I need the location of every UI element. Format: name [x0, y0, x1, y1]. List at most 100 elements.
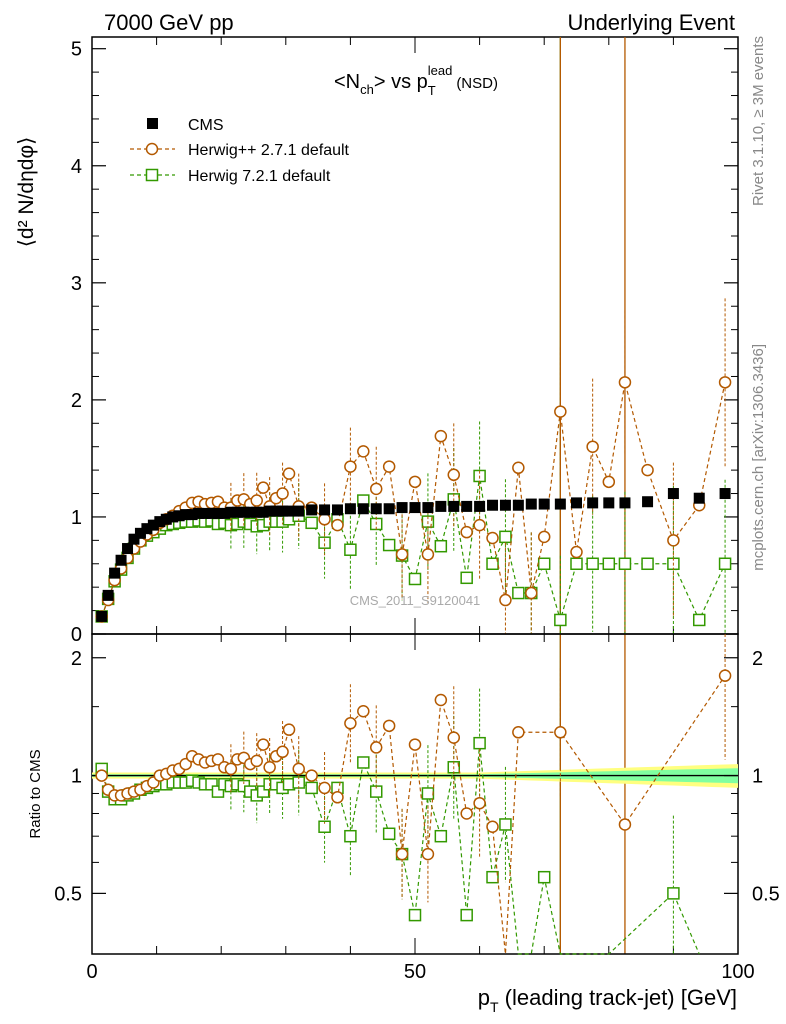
- data-point: [499, 499, 511, 511]
- data-point: [331, 504, 343, 516]
- data-point: [422, 502, 434, 514]
- data-point: [641, 463, 654, 477]
- data-point: [276, 745, 289, 759]
- data-point: [570, 545, 583, 559]
- header-left: 7000 GeV pp: [104, 10, 234, 35]
- y-tick-label-main: 5: [71, 39, 82, 61]
- data-point: [618, 557, 632, 571]
- data-point: [434, 693, 448, 707]
- data-point: [499, 593, 512, 607]
- data-point: [473, 796, 486, 810]
- data-point: [270, 505, 282, 517]
- main-ylabel: ⟨d² N/dηdφ⟩: [15, 137, 38, 248]
- ratio-frame: [91, 633, 739, 955]
- data-point: [396, 502, 408, 514]
- data-point: [122, 543, 134, 555]
- data-point: [331, 518, 344, 532]
- data-point: [667, 887, 680, 900]
- data-point: [212, 507, 224, 519]
- data-point: [461, 500, 473, 512]
- data-point: [434, 829, 448, 843]
- data-point: [305, 769, 318, 782]
- legend-label-herwig7: Herwig 7.2.1 default: [188, 168, 331, 185]
- data-point: [618, 818, 632, 831]
- data-point: [134, 527, 146, 539]
- data-point: [667, 534, 680, 547]
- title-part-b-sub: T: [428, 83, 436, 98]
- y-tick-label-main: 3: [71, 273, 82, 295]
- data-point: [603, 497, 615, 509]
- data-point: [537, 530, 551, 544]
- data-point: [718, 669, 732, 682]
- data-point: [421, 847, 435, 861]
- data-point: [586, 557, 599, 571]
- data-point: [512, 461, 525, 475]
- data-point: [554, 498, 566, 510]
- legend-entry-herwigpp: Herwig++ 2.7.1 default: [130, 142, 350, 159]
- data-point: [180, 509, 192, 521]
- xlabel-part-a: p: [478, 985, 490, 1010]
- y-tick-label-main: 2: [71, 390, 82, 412]
- data-point: [395, 847, 409, 861]
- data-point: [554, 726, 567, 739]
- data-point: [173, 510, 185, 522]
- title-part-a-sub: ch: [360, 82, 374, 97]
- data-point: [344, 543, 357, 556]
- data-point: [486, 531, 499, 545]
- data-point: [305, 781, 318, 795]
- data-point: [305, 516, 318, 530]
- data-point: [357, 704, 370, 718]
- legend-marker-cms: [147, 118, 158, 129]
- data-point: [211, 753, 225, 766]
- data-point: [383, 503, 395, 515]
- data-point: [382, 538, 396, 552]
- data-point: [447, 468, 461, 482]
- side-text-rivet: Rivet 3.1.10, ≥ 3M events: [750, 36, 767, 206]
- y-tick-label-ratio: 2: [71, 648, 82, 670]
- legend-label-herwigpp: Herwig++ 2.7.1 default: [188, 142, 350, 159]
- data-point: [344, 829, 357, 843]
- data-point: [602, 557, 616, 571]
- data-point: [571, 497, 582, 509]
- data-point: [357, 445, 370, 458]
- data-point: [256, 785, 270, 798]
- data-point: [369, 482, 383, 496]
- header-right: Underlying Event: [567, 10, 735, 35]
- data-point: [306, 504, 318, 516]
- data-point: [231, 506, 243, 518]
- data-point: [693, 492, 705, 504]
- data-point: [193, 507, 205, 519]
- x-tick-label: 100: [721, 961, 754, 983]
- data-point: [382, 719, 396, 733]
- data-point: [319, 504, 331, 516]
- data-point: [382, 460, 396, 473]
- data-point: [369, 741, 383, 754]
- y-tick-label-ratio: 1: [71, 766, 82, 788]
- data-point: [537, 870, 551, 884]
- data-point: [512, 586, 525, 600]
- data-point: [344, 717, 357, 730]
- data-point: [264, 505, 276, 517]
- data-point: [225, 506, 237, 518]
- legend: CMS Herwig++ 2.7.1 default Herwig 7.2.1 …: [130, 117, 350, 185]
- data-point: [318, 536, 331, 549]
- data-point: [499, 818, 512, 831]
- data-point: [408, 738, 422, 751]
- legend-marker-herwigpp: [145, 142, 159, 156]
- ratio-panel: 0 50 100 0.5 0.5 1 1 2 2 Ratio to CMS pT (leadin…: [27, 633, 780, 1015]
- data-point: [205, 778, 218, 791]
- data-point: [421, 787, 435, 800]
- legend-marker-herwig7: [145, 168, 159, 182]
- data-point: [434, 429, 448, 443]
- data-point: [263, 761, 276, 774]
- data-point: [318, 513, 331, 526]
- data-point: [147, 519, 159, 531]
- legend-label-cms: CMS: [188, 117, 224, 134]
- ratio-xlabel: pT (leading track-jet) [GeV]: [478, 985, 737, 1015]
- data-point: [435, 500, 447, 512]
- watermark: CMS_2011_S9120041: [350, 593, 481, 608]
- data-point: [292, 762, 305, 776]
- data-point: [619, 497, 631, 509]
- data-point: [238, 506, 250, 518]
- data-point: [282, 467, 296, 480]
